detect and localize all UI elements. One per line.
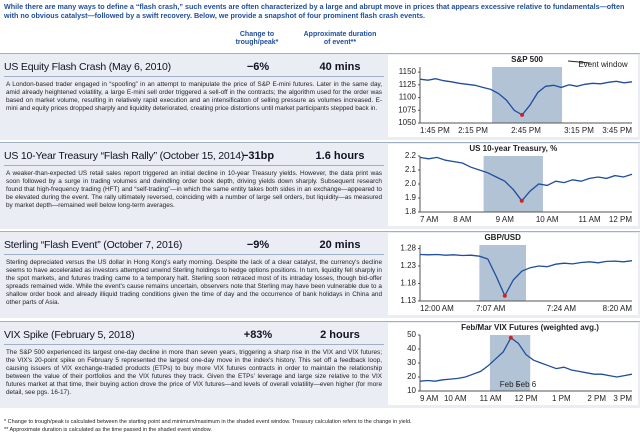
change-value: −31bp [241,150,275,162]
footnote: ** Approximate duration is calculated as… [4,427,212,433]
row-title: US 10-Year Treasury “Flash Rally” (Octob… [4,147,384,166]
change-value: −9% [246,239,270,251]
change-value: +83% [243,329,273,341]
duration-value: 1.6 hours [315,150,365,162]
row: VIX Spike (February 5, 2018) +83% 2 hours T… [0,321,640,408]
duration-value: 2 hours [320,329,360,341]
row-title: US Equity Flash Crash (May 6, 2010) [4,58,384,77]
description: A weaker-than-expected US retail sales r… [6,170,382,210]
row: US Equity Flash Crash (May 6, 2010) −6% 40… [0,53,640,140]
description: The S&P 500 experienced its largest one-… [6,349,382,397]
column-header: Change to trough/peak* [235,31,279,46]
row-title: Sterling “Flash Event” (October 7, 2016) [4,236,384,255]
column-header: Approximate duration of event** [303,31,377,46]
description: A London-based trader engaged in “spoofi… [6,81,382,113]
duration-value: 20 mins [319,239,361,251]
row: Sterling “Flash Event” (October 7, 2016)… [0,231,640,318]
header-text: While there are many ways to define a “f… [4,2,625,20]
row-title: VIX Spike (February 5, 2018) [4,326,384,345]
duration-value: 40 mins [319,61,361,73]
row: US 10-Year Treasury “Flash Rally” (Octob… [0,142,640,229]
change-value: −6% [246,61,270,73]
description: Sterling depreciated versus the US dolla… [6,259,382,307]
footnote: * Change to trough/peak is calculated be… [4,419,412,425]
